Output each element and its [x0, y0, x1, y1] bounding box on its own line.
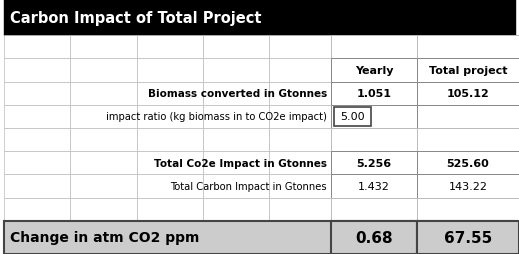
Bar — [331, 175, 417, 198]
Bar — [269, 105, 335, 129]
Bar — [4, 175, 71, 198]
Bar — [269, 198, 335, 221]
Text: 1.432: 1.432 — [358, 181, 390, 191]
Bar — [269, 59, 335, 82]
Bar — [4, 105, 71, 129]
Bar — [71, 82, 136, 105]
Bar — [71, 129, 136, 152]
Bar — [136, 59, 203, 82]
Bar — [136, 198, 203, 221]
Bar — [331, 105, 417, 129]
Bar — [334, 107, 371, 126]
Bar — [4, 36, 71, 59]
Text: 1.051: 1.051 — [357, 89, 391, 99]
Bar — [417, 152, 519, 175]
Bar — [331, 36, 417, 59]
Bar — [417, 82, 519, 105]
Bar — [71, 59, 136, 82]
Bar — [71, 175, 136, 198]
Text: impact ratio (kg biomass in to CO2e impact): impact ratio (kg biomass in to CO2e impa… — [106, 112, 327, 122]
Bar — [269, 129, 335, 152]
Bar — [4, 221, 515, 254]
Text: Total project: Total project — [429, 66, 507, 76]
Text: Biomass converted in Gtonnes: Biomass converted in Gtonnes — [148, 89, 327, 99]
Bar — [269, 82, 335, 105]
Bar — [71, 105, 136, 129]
Bar — [71, 198, 136, 221]
Bar — [136, 36, 203, 59]
Text: Carbon Impact of Total Project: Carbon Impact of Total Project — [10, 11, 262, 25]
Text: 105.12: 105.12 — [446, 89, 489, 99]
Bar — [203, 36, 269, 59]
Bar — [417, 221, 519, 254]
Bar — [136, 82, 203, 105]
Text: 5.256: 5.256 — [357, 158, 391, 168]
Bar — [4, 82, 71, 105]
Bar — [71, 36, 136, 59]
Text: 0.68: 0.68 — [355, 230, 393, 245]
Bar — [4, 198, 71, 221]
Bar — [203, 198, 269, 221]
Bar — [331, 59, 417, 82]
Bar — [417, 36, 519, 59]
Text: Change in atm CO2 ppm: Change in atm CO2 ppm — [10, 230, 200, 244]
Bar — [136, 129, 203, 152]
Text: 67.55: 67.55 — [444, 230, 492, 245]
Bar — [136, 105, 203, 129]
Bar — [417, 198, 519, 221]
Text: Total Co2e Impact in Gtonnes: Total Co2e Impact in Gtonnes — [154, 158, 327, 168]
Bar — [203, 105, 269, 129]
Bar — [203, 129, 269, 152]
Bar — [269, 175, 335, 198]
Bar — [203, 152, 269, 175]
Text: 525.60: 525.60 — [446, 158, 489, 168]
Bar — [269, 36, 335, 59]
Bar — [417, 175, 519, 198]
Text: Yearly: Yearly — [354, 66, 393, 76]
Bar — [4, 152, 71, 175]
Bar — [136, 175, 203, 198]
Bar — [331, 198, 417, 221]
Bar — [4, 129, 71, 152]
Bar — [331, 129, 417, 152]
Bar — [203, 82, 269, 105]
Bar — [203, 175, 269, 198]
Text: Total Carbon Impact in Gtonnes: Total Carbon Impact in Gtonnes — [170, 181, 327, 191]
Bar — [136, 152, 203, 175]
Bar — [331, 152, 417, 175]
Bar — [417, 105, 519, 129]
Text: 143.22: 143.22 — [448, 181, 487, 191]
Bar — [331, 82, 417, 105]
Bar — [417, 59, 519, 82]
Bar — [71, 152, 136, 175]
Bar — [203, 59, 269, 82]
Bar — [269, 152, 335, 175]
Bar — [417, 129, 519, 152]
Bar — [4, 0, 515, 36]
Bar — [4, 59, 71, 82]
Bar — [331, 221, 417, 254]
Text: 5.00: 5.00 — [340, 112, 365, 122]
